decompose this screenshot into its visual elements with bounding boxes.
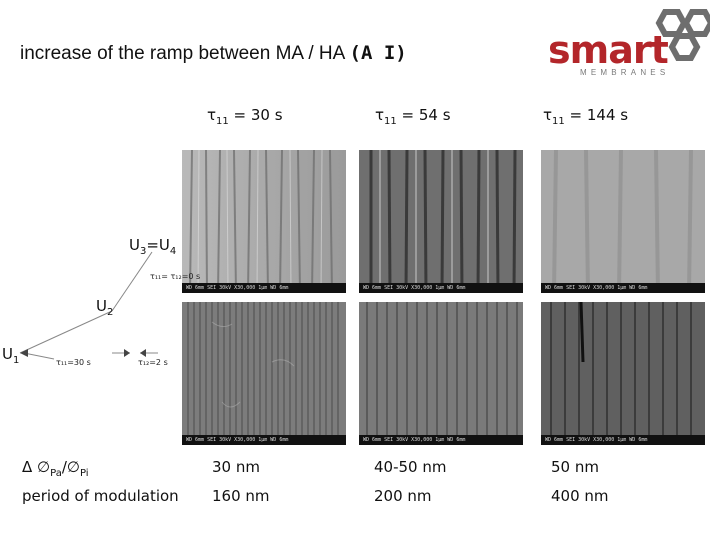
row2-value-3: 400 nm (551, 487, 609, 505)
pore-diameter-diff-label: Δ ∅Pa/∅Pi (22, 458, 89, 479)
sem-info-bar: WD 6mm SEI 30kV X30,000 1μm WD 6mm (359, 435, 523, 445)
slide-title: increase of the ramp between MA / HA (A … (20, 42, 407, 65)
row2-value-1: 160 nm (212, 487, 270, 505)
sem-image-bottom-1: WD 6mm SEI 30kV X30,000 1μm WD 6mm (182, 302, 346, 445)
sem-info-bar: WD 6mm SEI 30kV X30,000 1μm WD 6mm (541, 435, 705, 445)
row1-value-3: 50 nm (551, 458, 599, 476)
u3-u4-label: U3=U4 (129, 236, 177, 257)
sem-image-top-3: WD 6mm SEI 30kV X30,000 1μm WD 6mm (541, 150, 705, 293)
tau-right-label: τ₁₂=2 s (138, 358, 168, 367)
title-text: increase of the ramp between MA / HA (20, 43, 345, 64)
u1-label: U1 (2, 345, 20, 366)
sem-top-3-graphic (541, 150, 705, 293)
row1-value-2: 40-50 nm (374, 458, 447, 476)
voltage-ramp-diagram (19, 251, 158, 360)
sem-image-bottom-3: WD 6mm SEI 30kV X30,000 1μm WD 6mm (541, 302, 705, 445)
column-header-2: τ11 = 54 s (375, 106, 451, 127)
sem-bottom-1-graphic (182, 302, 346, 445)
sem-info-bar: WD 6mm SEI 30kV X30,000 1μm WD 6mm (541, 283, 705, 293)
hexagon-logo-icon (655, 9, 710, 61)
row1-value-1: 30 nm (212, 458, 260, 476)
title-code: (A I) (349, 42, 407, 64)
sem-image-top-2: WD 6mm SEI 30kV X30,000 1μm WD 6mm (359, 150, 523, 293)
sem-info-bar: WD 6mm SEI 30kV X30,000 1μm WD 6mm (359, 283, 523, 293)
period-of-modulation-label: period of modulation (22, 487, 179, 505)
sem-top-1-graphic (182, 150, 346, 293)
u2-label: U2 (96, 297, 114, 318)
sem-bottom-3-graphic (541, 302, 705, 445)
row2-value-2: 200 nm (374, 487, 432, 505)
smart-membranes-logo: smart MEMBRANES (540, 8, 710, 78)
tau-top-label: τ₁₁= τ₁₂=0 s (150, 272, 201, 281)
column-header-3: τ11 = 144 s (543, 106, 629, 127)
sem-image-top-1: WD 6mm SEI 30kV X30,000 1μm WD 6mm (182, 150, 346, 293)
sem-top-2-graphic (359, 150, 523, 293)
logo-subtitle: MEMBRANES (580, 68, 670, 77)
sem-info-bar: WD 6mm SEI 30kV X30,000 1μm WD 6mm (182, 283, 346, 293)
sem-bottom-2-graphic (359, 302, 523, 445)
column-header-1: τ11 = 30 s (207, 106, 283, 127)
sem-info-bar: WD 6mm SEI 30kV X30,000 1μm WD 6mm (182, 435, 346, 445)
logo-wordmark: smart (548, 28, 669, 72)
sem-image-bottom-2: WD 6mm SEI 30kV X30,000 1μm WD 6mm (359, 302, 523, 445)
tau-left-label: τ₁₁=30 s (56, 358, 91, 367)
